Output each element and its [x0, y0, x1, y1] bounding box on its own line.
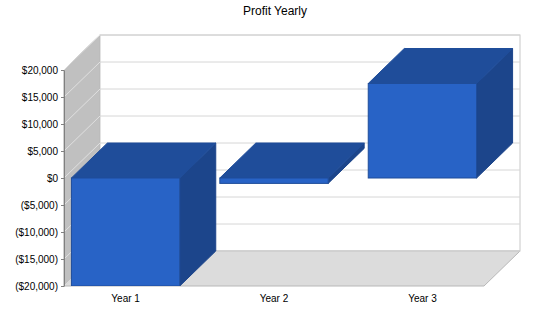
y-axis-line — [64, 71, 65, 287]
y-axis: ($20,000) ($15,000) ($10,000) ($5,000) $0 $5,… — [15, 65, 64, 292]
bar-top — [71, 143, 215, 178]
x-axis: Year 1 Year 2 Year 3 — [111, 292, 437, 304]
tick-mark — [61, 259, 64, 260]
chart: ($20,000) ($15,000) ($10,000) ($5,000) $0 $5,… — [0, 0, 550, 318]
grid-line — [64, 62, 100, 97]
tick-mark — [61, 205, 64, 206]
tick: Year 2 — [260, 292, 289, 304]
tick: ($15,000) — [15, 254, 64, 265]
tick-mark — [61, 178, 64, 179]
tick: ($20,000) — [15, 281, 64, 292]
tick: $10,000 — [22, 119, 64, 130]
tick-label: $0 — [47, 173, 59, 184]
tick-mark — [61, 70, 64, 71]
tick-mark — [61, 232, 64, 233]
tick-label: $20,000 — [22, 65, 59, 76]
tick-label: ($15,000) — [15, 254, 58, 265]
bar — [368, 84, 476, 179]
tick-label: ($20,000) — [15, 281, 58, 292]
category-label: Year 3 — [408, 293, 437, 304]
tick-label: ($5,000) — [21, 200, 58, 211]
title: Profit Yearly — [243, 4, 307, 18]
tick-mark — [61, 286, 64, 287]
category-label: Year 1 — [111, 293, 140, 304]
tick: $20,000 — [22, 65, 64, 76]
tick-label: ($10,000) — [15, 227, 58, 238]
tick-label: $5,000 — [27, 146, 58, 157]
tick-mark — [61, 124, 64, 125]
bar-top — [368, 49, 512, 84]
tick: ($10,000) — [15, 227, 64, 238]
grid-line — [100, 35, 520, 36]
bar — [71, 178, 179, 286]
grid-line — [64, 116, 100, 151]
bar — [220, 178, 328, 183]
tick: ($5,000) — [21, 200, 64, 211]
tick-mark — [61, 97, 64, 98]
tick: $5,000 — [27, 146, 64, 157]
grid-line — [64, 35, 100, 70]
tick-label: $15,000 — [22, 92, 59, 103]
tick: Year 1 — [111, 292, 140, 304]
tick-label: $10,000 — [22, 119, 59, 130]
tick: $15,000 — [22, 92, 64, 103]
grid — [64, 35, 520, 286]
grid-line — [64, 89, 100, 124]
tick-mark — [61, 151, 64, 152]
bars — [71, 49, 512, 287]
category-label: Year 2 — [260, 293, 289, 304]
tick: Year 3 — [408, 292, 437, 304]
tick: $0 — [47, 173, 64, 184]
bar-top — [220, 143, 364, 178]
